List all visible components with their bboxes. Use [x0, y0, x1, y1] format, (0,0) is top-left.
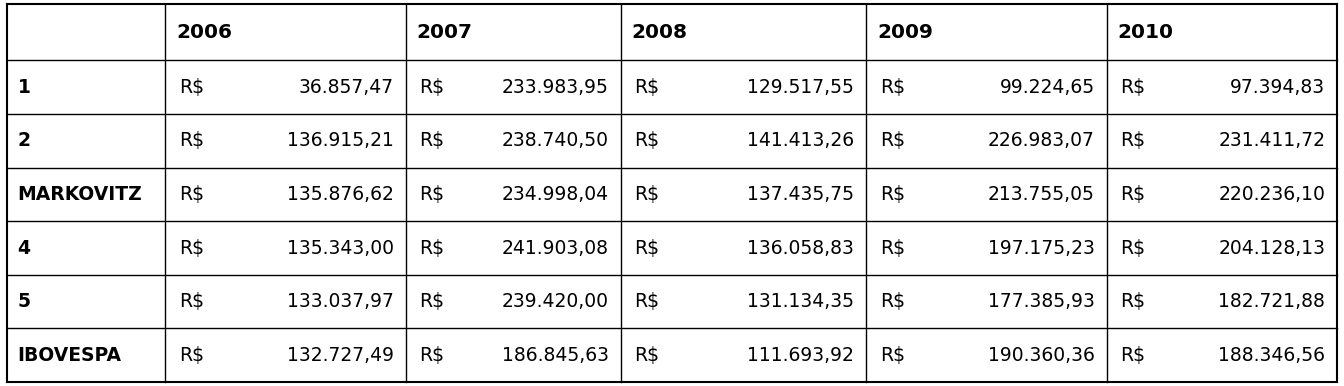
Text: R$: R$	[880, 78, 905, 96]
Text: 231.411,72: 231.411,72	[1218, 131, 1325, 150]
Text: 2007: 2007	[417, 22, 473, 42]
Text: 190.360,36: 190.360,36	[988, 346, 1095, 365]
Text: 132.727,49: 132.727,49	[286, 346, 394, 365]
Text: 226.983,07: 226.983,07	[988, 131, 1095, 150]
Text: R$: R$	[419, 78, 445, 96]
Text: 238.740,50: 238.740,50	[501, 131, 609, 150]
Text: 186.845,63: 186.845,63	[501, 346, 609, 365]
Text: R$: R$	[419, 239, 445, 257]
Text: R$: R$	[179, 78, 204, 96]
Text: R$: R$	[419, 292, 445, 311]
Text: R$: R$	[179, 346, 204, 365]
Text: 136.058,83: 136.058,83	[747, 239, 855, 257]
Text: 204.128,13: 204.128,13	[1218, 239, 1325, 257]
Text: 137.435,75: 137.435,75	[747, 185, 855, 204]
Text: 141.413,26: 141.413,26	[747, 131, 855, 150]
Text: 182.721,88: 182.721,88	[1218, 292, 1325, 311]
Text: 2009: 2009	[878, 22, 933, 42]
Text: 213.755,05: 213.755,05	[988, 185, 1095, 204]
Text: R$: R$	[1121, 292, 1145, 311]
Text: R$: R$	[634, 131, 660, 150]
Text: 177.385,93: 177.385,93	[988, 292, 1095, 311]
Text: R$: R$	[880, 346, 905, 365]
Text: R$: R$	[880, 131, 905, 150]
Text: 135.343,00: 135.343,00	[286, 239, 394, 257]
Text: 220.236,10: 220.236,10	[1218, 185, 1325, 204]
Text: 2006: 2006	[176, 22, 233, 42]
Text: 2010: 2010	[1118, 22, 1173, 42]
Text: R$: R$	[634, 292, 660, 311]
Text: R$: R$	[1121, 239, 1145, 257]
Text: 133.037,97: 133.037,97	[286, 292, 394, 311]
Text: R$: R$	[634, 78, 660, 96]
Text: 135.876,62: 135.876,62	[286, 185, 394, 204]
Text: R$: R$	[634, 185, 660, 204]
Text: 233.983,95: 233.983,95	[501, 78, 609, 96]
Text: 197.175,23: 197.175,23	[988, 239, 1095, 257]
Text: 234.998,04: 234.998,04	[501, 185, 609, 204]
Text: 2008: 2008	[632, 22, 688, 42]
Text: R$: R$	[419, 346, 445, 365]
Text: 239.420,00: 239.420,00	[501, 292, 609, 311]
Text: R$: R$	[179, 292, 204, 311]
Text: MARKOVITZ: MARKOVITZ	[17, 185, 142, 204]
Text: R$: R$	[179, 185, 204, 204]
Text: R$: R$	[1121, 131, 1145, 150]
Text: 5: 5	[17, 292, 31, 311]
Text: 111.693,92: 111.693,92	[747, 346, 855, 365]
Text: R$: R$	[1121, 346, 1145, 365]
Text: R$: R$	[634, 239, 660, 257]
Text: 136.915,21: 136.915,21	[286, 131, 394, 150]
Text: R$: R$	[1121, 185, 1145, 204]
Text: R$: R$	[1121, 78, 1145, 96]
Text: R$: R$	[880, 292, 905, 311]
Text: 188.346,56: 188.346,56	[1218, 346, 1325, 365]
Text: 4: 4	[17, 239, 31, 257]
Text: R$: R$	[419, 131, 445, 150]
Text: R$: R$	[419, 185, 445, 204]
Text: 1: 1	[17, 78, 31, 96]
Text: R$: R$	[634, 346, 660, 365]
Text: 97.394,83: 97.394,83	[1230, 78, 1325, 96]
Text: 131.134,35: 131.134,35	[747, 292, 855, 311]
Text: IBOVESPA: IBOVESPA	[17, 346, 121, 365]
Text: 36.857,47: 36.857,47	[298, 78, 394, 96]
Text: R$: R$	[880, 185, 905, 204]
Text: R$: R$	[880, 239, 905, 257]
Text: 99.224,65: 99.224,65	[1000, 78, 1095, 96]
Text: R$: R$	[179, 131, 204, 150]
Text: 241.903,08: 241.903,08	[501, 239, 609, 257]
Text: 129.517,55: 129.517,55	[747, 78, 855, 96]
Text: 2: 2	[17, 131, 31, 150]
Text: R$: R$	[179, 239, 204, 257]
